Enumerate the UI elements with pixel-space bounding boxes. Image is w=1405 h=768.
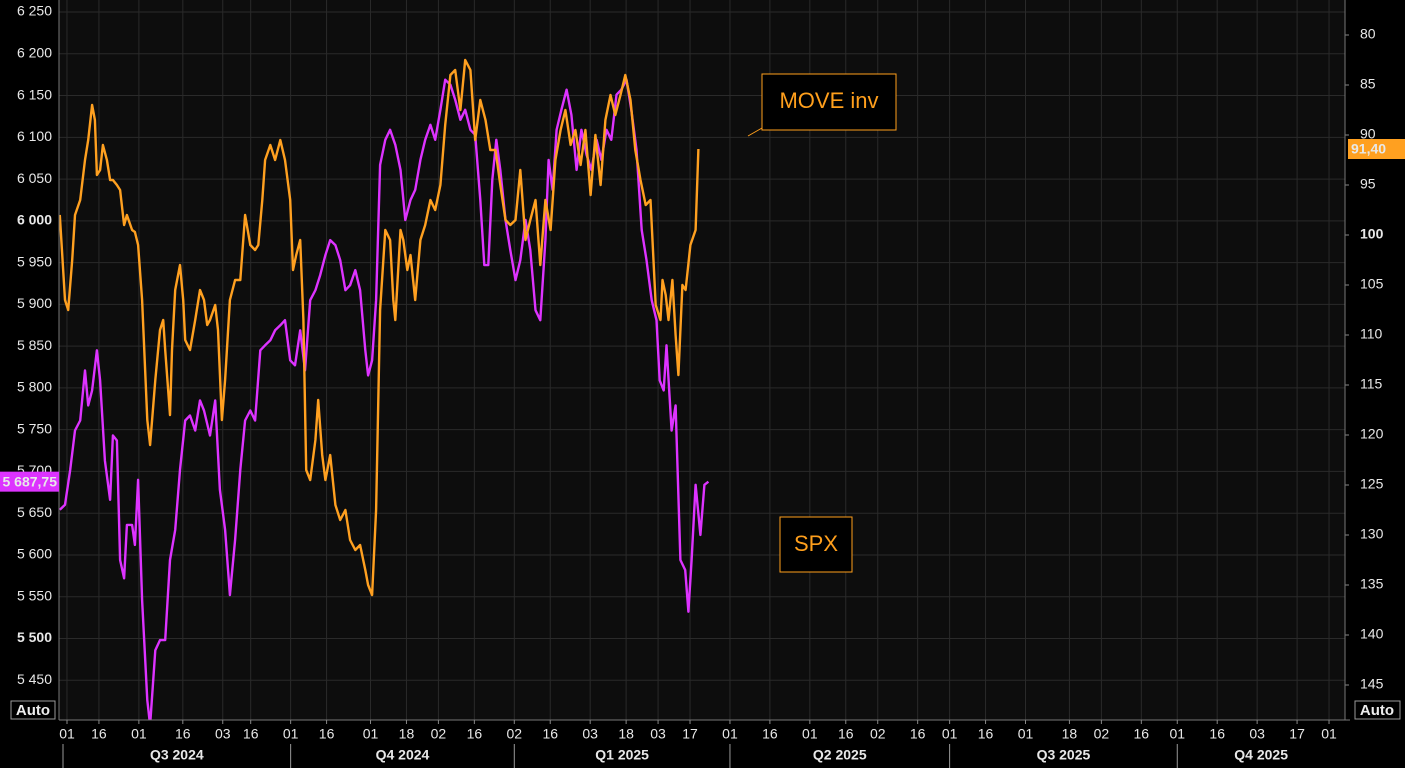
x-tick-label: 01: [1169, 726, 1185, 742]
annotation-leader: [747, 127, 763, 137]
quarter-label: Q4 2025: [1234, 747, 1288, 763]
auto-button[interactable]: [10, 700, 56, 720]
last-value-tag: [1348, 139, 1405, 159]
x-tick-label: 01: [1321, 726, 1337, 742]
y2-tick-label: 80: [1360, 26, 1376, 42]
quarter-label: Q1 2025: [595, 747, 649, 763]
annotation: MOVE inv: [779, 88, 878, 113]
y2-tick-label: 110: [1360, 326, 1383, 342]
x-tick-label: 17: [682, 726, 698, 742]
y2-tick-label: 130: [1360, 526, 1384, 542]
auto-button[interactable]: [1354, 700, 1401, 720]
y-tick-label: 6 000: [17, 212, 52, 228]
x-tick-label: 01: [942, 726, 958, 742]
x-tick-label: 16: [838, 726, 854, 742]
x-tick-label: 03: [1249, 726, 1265, 742]
annotation-box: [761, 73, 897, 131]
y-tick-label: 5 950: [17, 253, 52, 269]
y2-tick-label: 135: [1360, 576, 1384, 592]
y-tick-label: 5 800: [17, 379, 52, 395]
y-tick-label: 5 500: [17, 629, 52, 645]
last-value-label: 5 687,75: [3, 473, 58, 489]
x-tick-label: 16: [762, 726, 778, 742]
x-tick-label: 18: [399, 726, 415, 742]
y2-tick-label: 120: [1360, 426, 1384, 442]
x-tick-label: 16: [542, 726, 558, 742]
x-tick-label: 16: [91, 726, 107, 742]
x-tick-label: 02: [1094, 726, 1110, 742]
y-tick-label: 6 100: [17, 128, 52, 144]
last-value-label: 91,40: [1351, 141, 1386, 157]
y-tick-label: 6 250: [17, 3, 52, 19]
x-tick-label: 18: [618, 726, 634, 742]
y-tick-label: 5 450: [17, 671, 52, 687]
plot-area: [59, 0, 1345, 720]
y-tick-label: 6 150: [17, 86, 52, 102]
x-tick-label: 16: [243, 726, 259, 742]
quarter-label: Q3 2024: [150, 747, 204, 763]
x-tick-label: 16: [1134, 726, 1150, 742]
lines: [59, 58, 710, 720]
y2-tick-label: 125: [1360, 476, 1384, 492]
y-tick-label: 6 200: [17, 44, 52, 60]
y2-tick-label: 95: [1360, 176, 1376, 192]
x-tick-label: 03: [582, 726, 598, 742]
y-tick-label: 5 900: [17, 295, 52, 311]
x-tick-label: 16: [910, 726, 926, 742]
x-tick-label: 01: [59, 726, 75, 742]
quarter-label: Q4 2024: [376, 747, 430, 763]
annotation: SPX: [794, 531, 838, 556]
x-tick-label: 16: [467, 726, 483, 742]
x-tick-label: 16: [978, 726, 994, 742]
annotation-box: [779, 516, 853, 573]
y-tick-label: 5 850: [17, 337, 52, 353]
series-line: [59, 78, 710, 720]
y2-tick-label: 90: [1360, 126, 1376, 142]
x-tick-label: 03: [650, 726, 666, 742]
x-tick-label: 16: [1209, 726, 1225, 742]
x-tick-label: 01: [283, 726, 299, 742]
x-tick-label: 01: [363, 726, 379, 742]
x-tick-label: 16: [319, 726, 335, 742]
last-value-tag: [0, 471, 59, 492]
y-tick-label: 6 050: [17, 170, 52, 186]
auto-button-label[interactable]: Auto: [1360, 702, 1394, 719]
x-tick-label: 01: [802, 726, 818, 742]
y-tick-label: 5 550: [17, 587, 52, 603]
x-tick-label: 02: [507, 726, 523, 742]
series-line: [59, 58, 700, 597]
quarter-label: Q3 2025: [1037, 747, 1091, 763]
y2-tick-label: 145: [1360, 676, 1384, 692]
x-tick-label: 01: [131, 726, 147, 742]
y2-tick-label: 115: [1360, 376, 1383, 392]
x-tick-label: 18: [1062, 726, 1078, 742]
x-tick-label: 16: [175, 726, 191, 742]
x-tick-label: 03: [215, 726, 231, 742]
auto-button-label[interactable]: Auto: [16, 702, 50, 719]
x-tick-label: 02: [431, 726, 447, 742]
y-tick-label: 5 600: [17, 546, 52, 562]
x-tick-label: 01: [722, 726, 738, 742]
x-tick-label: 02: [870, 726, 886, 742]
x-tick-label: 01: [1018, 726, 1034, 742]
y2-tick-label: 140: [1360, 626, 1384, 642]
y-tick-label: 5 650: [17, 504, 52, 520]
y-tick-label: 5 750: [17, 420, 52, 436]
y2-tick-label: 85: [1360, 76, 1376, 92]
quarter-label: Q2 2025: [813, 747, 867, 763]
y2-tick-label: 100: [1360, 226, 1384, 242]
y2-tick-label: 105: [1360, 276, 1384, 292]
x-tick-label: 17: [1289, 726, 1305, 742]
